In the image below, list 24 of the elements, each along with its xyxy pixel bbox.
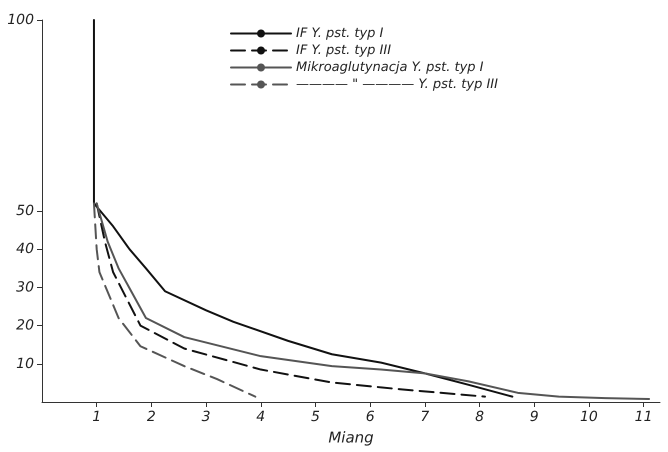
y-tick-label: 100 — [7, 12, 34, 28]
y-tick-label: 10 — [16, 356, 34, 372]
legend-label: IF Y. pst. typ III — [296, 43, 392, 58]
x-tick-label: 2 — [146, 409, 156, 425]
legend-label: ———— " ———— Y. pst. typ III — [296, 77, 498, 92]
legend-label: IF Y. pst. typ I — [296, 26, 384, 41]
x-axis-title: Miang — [328, 428, 374, 446]
y-tick-label: 30 — [16, 279, 34, 296]
legend-label: Mikroaglutynacja Y. pst. typ I — [296, 60, 484, 75]
x-tick-label: 4 — [256, 409, 266, 425]
x-tick-label: 10 — [580, 409, 598, 425]
y-tick-label: 20 — [16, 318, 34, 334]
line-series — [92, 19, 514, 398]
x-tick-label: 7 — [420, 409, 430, 425]
x-tick-label: 11 — [634, 409, 653, 425]
x-tick-label: 1 — [92, 409, 102, 425]
line-series — [96, 202, 650, 400]
x-tick-label: 9 — [530, 409, 539, 425]
x-tick-label: 8 — [475, 409, 484, 425]
y-tick-label: 50 — [16, 203, 34, 219]
x-tick-label: 6 — [366, 409, 375, 425]
y-tick-label: 40 — [16, 241, 34, 258]
x-tick-label: 5 — [310, 409, 320, 425]
x-tick-label: 3 — [202, 409, 211, 425]
